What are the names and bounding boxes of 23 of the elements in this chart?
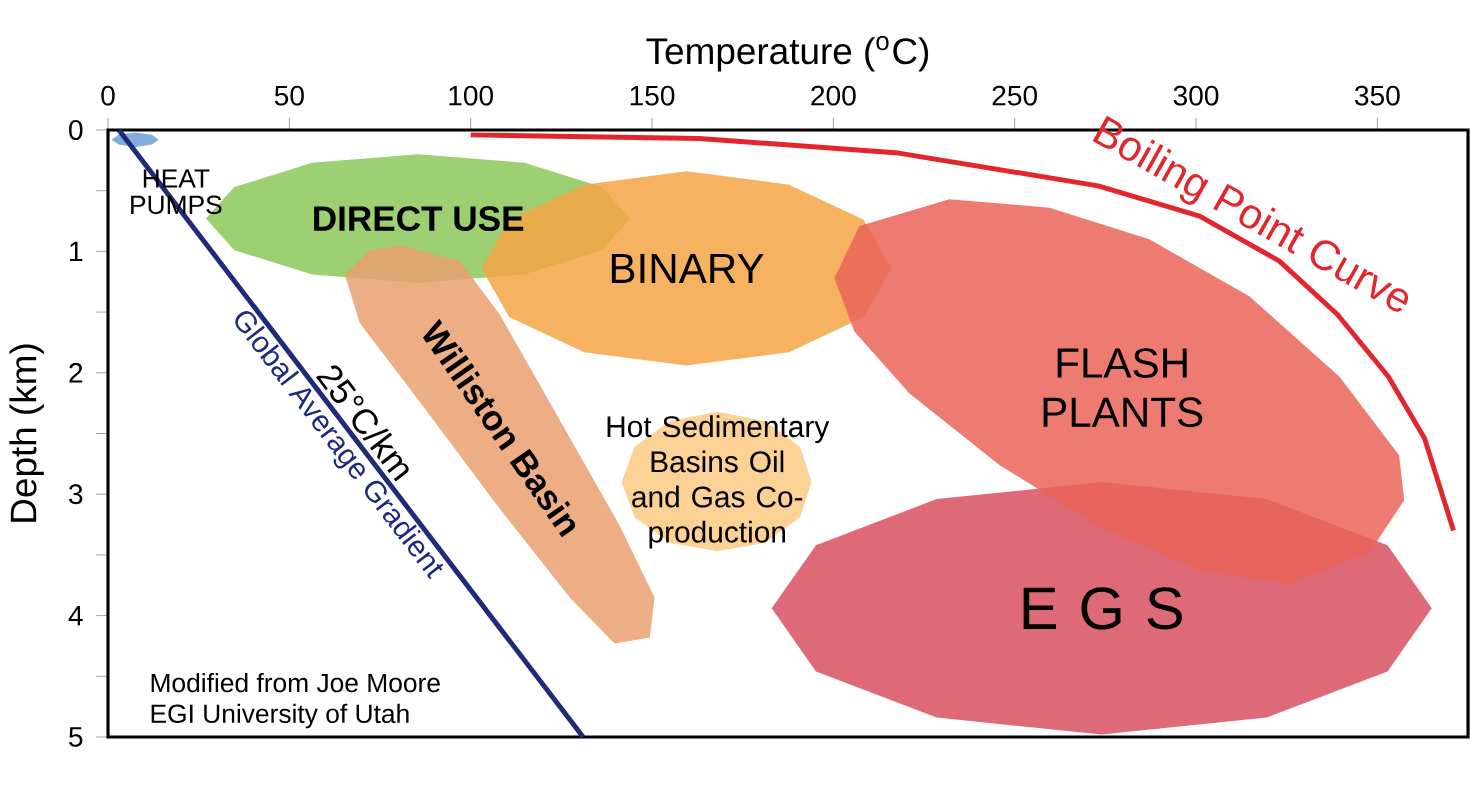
y-tick-label: 5 — [69, 727, 83, 747]
y-tick-label: 4 — [68, 605, 83, 626]
series-label: BINARY — [611, 253, 764, 283]
y-axis-title: Depth (km) — [9, 344, 44, 522]
x-tick-label: 300 — [1173, 85, 1219, 106]
x-tick-label: 350 — [1354, 85, 1400, 106]
x-tick-label: 250 — [992, 85, 1038, 106]
annotation: EGI University of Utah — [151, 703, 409, 729]
x-tick-label: 200 — [811, 85, 856, 106]
series-label: FLASH PLANTS — [1043, 348, 1203, 428]
y-tick-label: 1 — [70, 241, 83, 262]
x-tick-label: 150 — [630, 85, 675, 106]
x-tick-label: 50 — [274, 85, 304, 106]
x-tick-label: 0 — [101, 85, 115, 106]
y-tick-label: 0 — [69, 120, 83, 140]
x-tick-label: 100 — [449, 85, 494, 106]
series-label: DIRECT USE — [314, 206, 524, 232]
series-label: Hot Sedimentary Basins Oil and Gas Co-production — [607, 415, 830, 549]
y-tick-label: 2 — [69, 362, 83, 383]
series-label: E G S — [1023, 587, 1182, 630]
x-axis-title: Temperature ($^{o}$C) — [646, 36, 929, 72]
annotation: Modified from Joe Moore — [151, 672, 440, 693]
y-tick-label: 3 — [69, 484, 83, 505]
